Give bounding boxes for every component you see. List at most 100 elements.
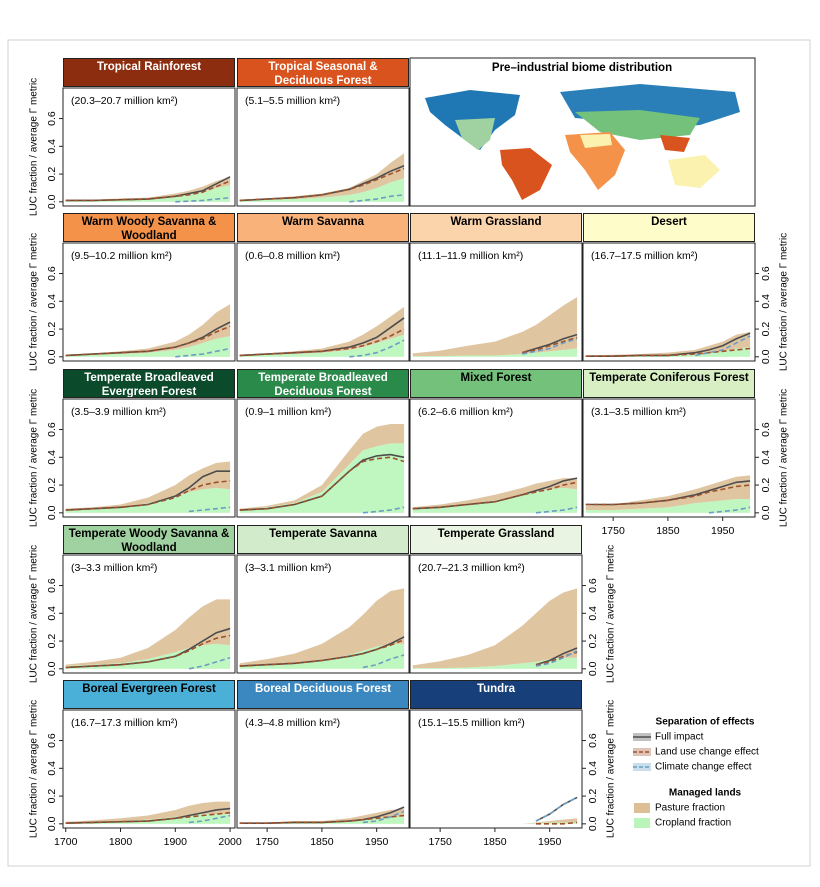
plot-border [62, 398, 236, 518]
plot-border [62, 709, 236, 829]
series-line [65, 180, 231, 202]
panel-title: Tundra [410, 680, 582, 709]
plot-border [409, 554, 583, 674]
y-tick-label: 0.6 [46, 578, 58, 593]
y-axis-label: LUC fraction / average Γ metric [29, 700, 40, 838]
plot-border [236, 398, 410, 518]
stacked-area [585, 475, 751, 511]
stacked-area [65, 185, 231, 202]
series-line [188, 506, 231, 513]
y-tick-label: 0.4 [587, 606, 599, 621]
legend-label: Pasture fraction [655, 803, 725, 814]
y-tick-label: 0.4 [46, 606, 58, 621]
y-axis-label: LUC fraction / average Γ metric [606, 700, 617, 838]
y-tick-label: 0.4 [46, 450, 58, 465]
plot-border [236, 554, 410, 674]
legend-label: Land use change effect [655, 747, 759, 758]
stacked-area [412, 348, 578, 357]
x-tick-label: 1700 [54, 836, 78, 848]
frame [7, 39, 811, 867]
y-tick-label: 0.2 [587, 789, 599, 804]
series-line [535, 506, 578, 514]
y-tick-label: 0.4 [46, 761, 58, 776]
plot-border [62, 554, 236, 674]
series-line [362, 810, 405, 824]
panel-title: Mixed Forest [410, 369, 582, 398]
y-tick-label: 0.2 [46, 634, 58, 649]
plot-border [582, 398, 756, 518]
plot-area [410, 710, 582, 828]
panel-title: Temperate Coniferous Forest [583, 369, 755, 398]
x-tick-label: 1850 [483, 836, 507, 848]
series-line [239, 456, 405, 511]
area-label: (3–3.3 million km²) [71, 562, 157, 574]
series-line [349, 194, 405, 203]
y-tick-label: 0.0 [46, 349, 58, 364]
series-line [522, 336, 578, 354]
series-line [65, 325, 231, 357]
x-tick-label: 2000 [218, 836, 242, 848]
y-tick-label: 0.0 [587, 816, 599, 831]
y-tick-label: 0.6 [46, 111, 58, 126]
panel [239, 153, 405, 203]
area-label: (5.1–5.5 million km²) [245, 95, 340, 107]
panel [65, 461, 231, 513]
stacked-area [585, 347, 751, 357]
y-axis-label: LUC fraction / average Γ metric [29, 545, 40, 683]
y-tick-label: 0.0 [46, 505, 58, 520]
panel [412, 477, 578, 514]
x-tick-label: 1800 [109, 836, 133, 848]
area-label: (9.5–10.2 million km²) [71, 250, 172, 262]
plot-border [62, 242, 236, 362]
series-line [535, 796, 578, 822]
plot-border [62, 87, 236, 207]
plot-border [236, 87, 410, 207]
series-line [65, 634, 231, 669]
plot-border [582, 242, 756, 362]
y-tick-label: 0.2 [760, 322, 772, 337]
y-tick-label: 0.4 [760, 294, 772, 309]
panel-title: Tropical Rainforest [63, 58, 235, 87]
panel [65, 599, 231, 670]
series-line [362, 654, 405, 669]
y-tick-label: 0.6 [46, 266, 58, 281]
panel-title: Temperate Savanna [237, 525, 409, 554]
legend-box [628, 712, 756, 834]
stacked-area [239, 178, 405, 202]
y-tick-label: 0.0 [760, 505, 772, 520]
y-tick-label: 0.4 [46, 294, 58, 309]
y-axis-label: LUC fraction / average Γ metric [779, 389, 790, 527]
y-tick-label: 0.6 [760, 422, 772, 437]
panel [585, 331, 751, 357]
x-tick-label: 1750 [428, 836, 452, 848]
y-tick-label: 0.6 [46, 422, 58, 437]
series-line [535, 821, 578, 825]
x-tick-label: 1950 [365, 836, 389, 848]
panel [239, 306, 405, 358]
series-line [65, 811, 231, 824]
series-line [349, 339, 405, 358]
area-label: (3–3.1 million km²) [245, 562, 331, 574]
y-tick-label: 0.2 [46, 167, 58, 182]
series-line [695, 335, 751, 357]
y-tick-label: 0.0 [46, 816, 58, 831]
y-tick-label: 0.6 [587, 733, 599, 748]
stacked-area [239, 588, 405, 667]
x-tick-label: 1750 [255, 836, 279, 848]
legend-swatch [634, 803, 650, 813]
plot-border [409, 709, 583, 829]
stacked-area [65, 801, 231, 823]
stacked-area [585, 498, 751, 513]
series-line [239, 638, 405, 667]
panel-title: Tropical Seasonal & Deciduous Forest [237, 58, 409, 87]
legend: Separation of effects Full impact Land use… [628, 712, 759, 834]
y-axis-label: LUC fraction / average Γ metric [606, 545, 617, 683]
x-tick-label: 1850 [310, 836, 334, 848]
legend-title: Separation of effects [656, 717, 755, 728]
area-label: (20.7–21.3 million km²) [418, 562, 525, 574]
y-tick-label: 0.6 [587, 578, 599, 593]
series-line [239, 328, 405, 357]
y-tick-label: 0.4 [587, 761, 599, 776]
x-tick-label: 1900 [164, 836, 188, 848]
series-line [522, 338, 578, 355]
